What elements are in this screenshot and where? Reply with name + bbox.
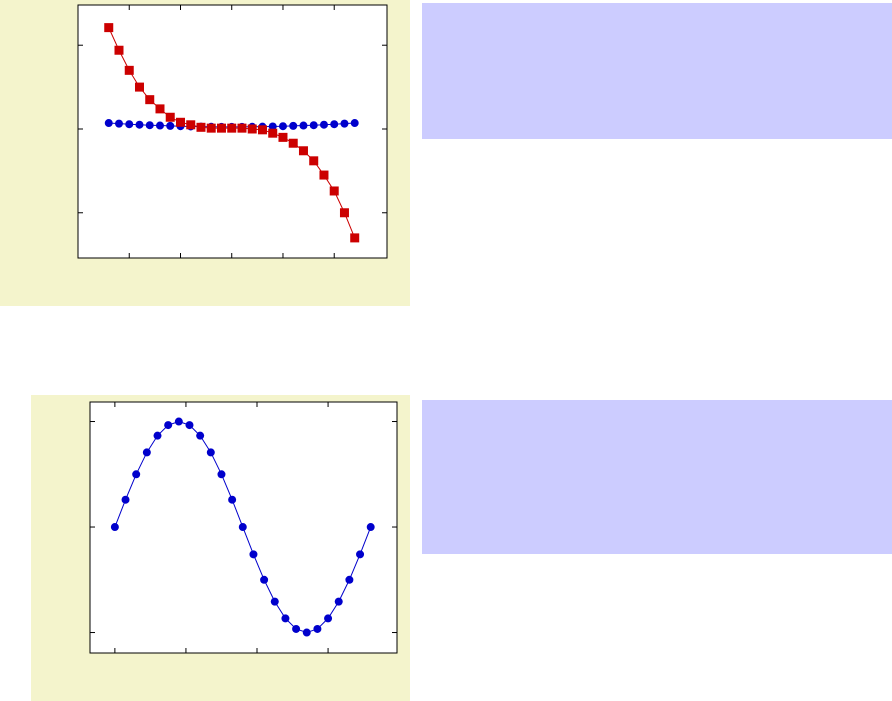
marker (104, 119, 113, 128)
marker (164, 421, 173, 430)
marker (309, 121, 318, 130)
marker (125, 120, 134, 129)
marker (257, 125, 267, 135)
marker (165, 112, 175, 122)
marker (206, 123, 216, 133)
marker (270, 597, 279, 606)
marker (121, 495, 130, 504)
marker (145, 121, 154, 130)
marker (186, 120, 196, 130)
marker (142, 448, 151, 457)
marker (299, 121, 308, 130)
marker (319, 120, 328, 129)
marker (345, 575, 354, 584)
side-box (422, 3, 892, 139)
marker (350, 119, 359, 128)
marker (155, 104, 165, 114)
side-box (422, 400, 892, 554)
marker (260, 575, 269, 584)
marker (196, 431, 205, 440)
marker (227, 123, 237, 133)
marker (249, 550, 258, 559)
marker (319, 170, 329, 180)
marker (356, 550, 365, 559)
marker (292, 624, 301, 633)
marker (155, 121, 164, 130)
marker (153, 431, 162, 440)
marker (278, 122, 287, 131)
marker (238, 523, 247, 532)
marker (166, 121, 175, 130)
marker (175, 117, 185, 127)
marker (216, 123, 226, 133)
marker (366, 523, 375, 532)
marker (324, 614, 333, 623)
marker (132, 470, 141, 479)
marker (110, 523, 119, 532)
marker (217, 470, 226, 479)
marker (247, 124, 257, 134)
marker (196, 122, 206, 132)
marker (135, 120, 144, 129)
marker (104, 23, 114, 33)
marker (268, 128, 278, 138)
marker (134, 82, 144, 92)
marker (329, 186, 339, 196)
marker (288, 138, 298, 148)
marker (281, 614, 290, 623)
marker (206, 448, 215, 457)
marker (228, 495, 237, 504)
marker (114, 45, 124, 55)
marker (334, 597, 343, 606)
marker (330, 120, 339, 129)
marker (298, 146, 308, 156)
marker (309, 156, 319, 166)
marker (174, 417, 183, 426)
marker (185, 421, 194, 430)
marker (278, 132, 288, 142)
marker (340, 119, 349, 128)
marker (289, 121, 298, 130)
marker (302, 628, 311, 637)
marker (339, 208, 349, 218)
marker (350, 233, 360, 243)
marker (313, 624, 322, 633)
marker (145, 95, 155, 105)
marker (237, 123, 247, 133)
marker (268, 122, 277, 131)
marker (114, 119, 123, 128)
marker (124, 65, 134, 75)
